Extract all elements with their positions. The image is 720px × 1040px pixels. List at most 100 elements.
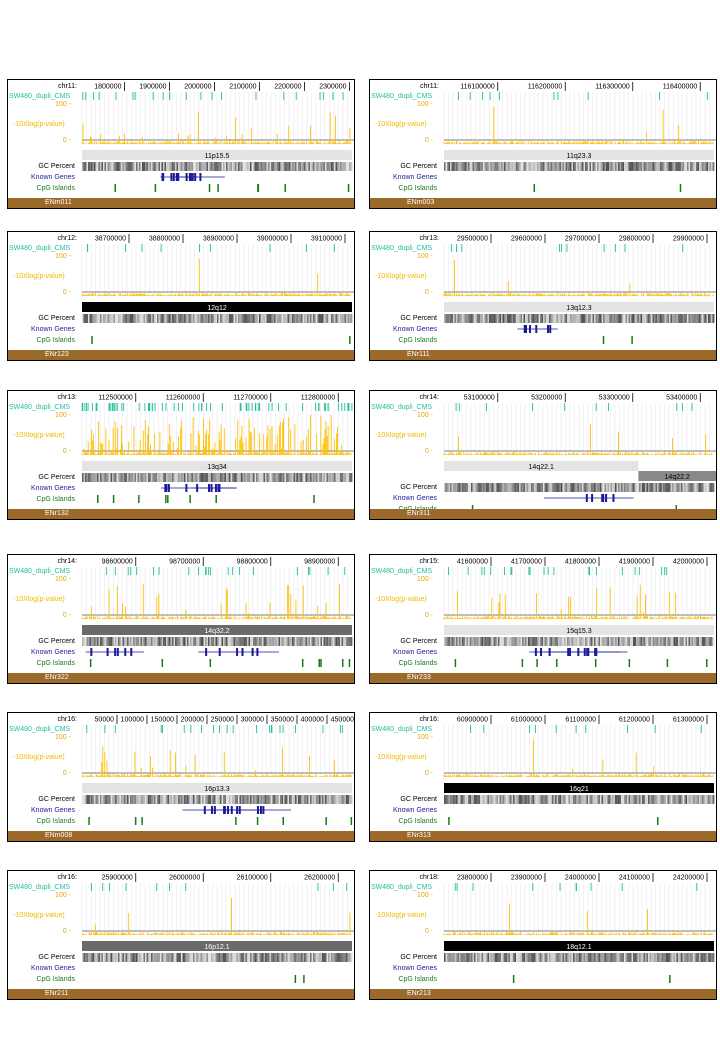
gc-bin [107,795,110,804]
gc-bin [706,483,709,492]
gc-bin [148,473,150,482]
gc-bin [498,314,500,323]
gc-bin [711,637,713,646]
gc-bin [328,637,330,646]
gc-bin [690,637,692,646]
gc-bin [208,314,210,323]
gc-bin [344,637,347,646]
encode-region-bar: ENr233 [370,673,716,683]
gc-bin [169,473,171,482]
gc-bin [289,162,291,171]
gc-bin [242,795,245,804]
gc-bin [712,637,715,646]
gc-bin [122,314,125,323]
gc-bin [167,314,170,323]
gc-bin [307,473,309,482]
gc-bin [155,637,158,646]
gc-bin [100,162,102,171]
base-position-label: 250000 [211,717,234,724]
gc-bin [696,314,698,323]
gc-bin [349,314,351,323]
gc-bin [293,473,296,482]
gc-bin [146,637,149,646]
gc-bin [631,637,634,646]
gene-exon [124,648,127,656]
base-position-label: 116100000 [460,84,495,91]
gc-bin [247,795,249,804]
base-position-label: 53200000 [531,395,562,402]
gc-bin [295,473,297,482]
gc-bin [624,162,626,171]
gc-bin [480,637,482,646]
encode-region-bar: ENr322 [8,673,354,683]
gc-bin [549,483,551,492]
cytoband [444,150,714,160]
gc-bin [292,473,294,482]
gc-bin [286,637,288,646]
gc-bin [615,637,617,646]
base-position-label: 53400000 [666,395,697,402]
gc-bin [511,637,514,646]
gc-bin [145,473,147,482]
gc-bin [299,473,302,482]
gc-bin [553,162,556,171]
gc-bin [511,314,514,323]
track-canvas: 1800000 1900000 2000000 2100000 2200000 23000… [81,82,354,192]
gc-bin [124,314,126,323]
gc-bin [155,314,158,323]
gc-bin [299,795,302,804]
gc-bin [265,795,267,804]
gc-bin [489,637,491,646]
gc-bin [284,162,287,171]
cpg-island [167,495,169,503]
gc-bin [205,314,207,323]
gc-bin [657,637,659,646]
gc-bin [281,795,284,804]
gc-bin [702,483,704,492]
gc-bin [639,314,641,323]
gc-bin [220,162,222,171]
gc-bin [598,162,601,171]
gc-bin [541,314,544,323]
gc-bin [630,637,632,646]
gc-bin [248,162,251,171]
gc-bin [334,473,336,482]
gc-bin [253,637,255,646]
gc-bin [245,637,248,646]
gc-bin [583,483,586,492]
gc-bin [498,483,500,492]
gc-bin [314,314,317,323]
gc-bin [238,162,240,171]
gc-bin [169,162,171,171]
gc-bin [295,637,297,646]
gc-bin [652,314,655,323]
gc-bin [308,314,311,323]
gc-bin [690,314,692,323]
gc-bin [313,314,315,323]
gc-bin [278,314,281,323]
gc-bin [657,162,659,171]
gc-bin [277,473,279,482]
gc-bin [625,162,628,171]
gc-bin [131,162,134,171]
gc-bin [625,483,628,492]
gc-bin [179,795,182,804]
gc-bin [175,162,177,171]
gc-bin [646,314,649,323]
gc-bin [573,637,575,646]
gc-bin [490,483,493,492]
gc-bin [317,637,320,646]
gc-bin [337,314,339,323]
gc-bin [558,162,560,171]
gc-bin [322,637,324,646]
gc-bin [278,473,281,482]
gc-bin [591,483,593,492]
gc-bin [221,637,224,646]
gc-bin [305,314,308,323]
gc-bin [119,162,122,171]
gc-bin [214,637,216,646]
gc-bin [140,473,143,482]
gc-bin [550,637,553,646]
gc-bin [145,637,147,646]
gc-bin [89,314,92,323]
